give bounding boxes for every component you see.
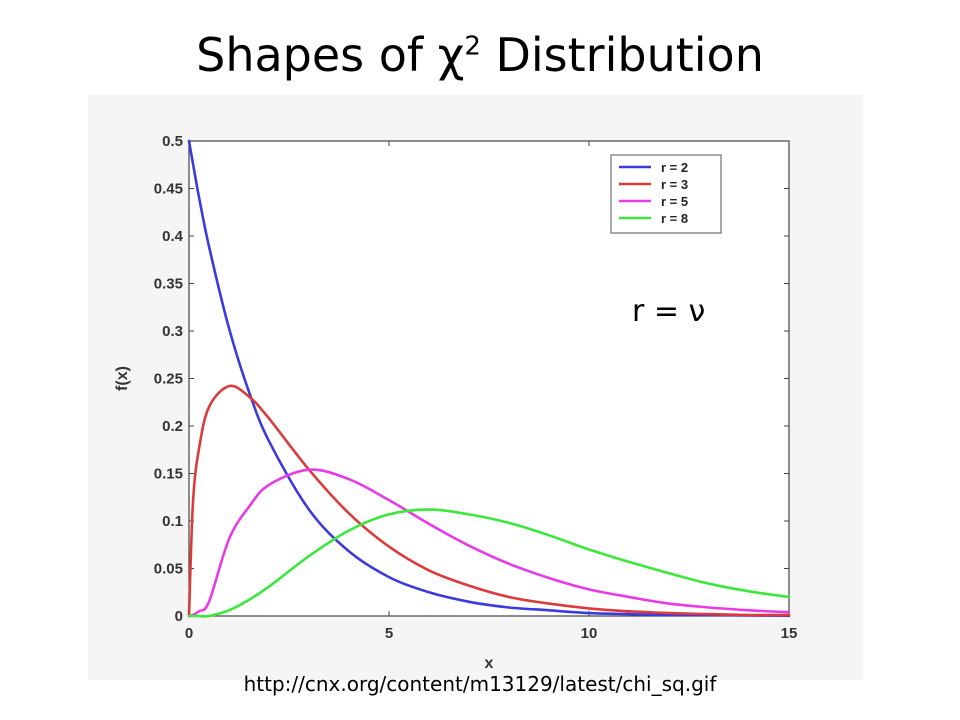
x-tick-label: 15 [781, 625, 798, 642]
y-tick-label: 0.4 [162, 228, 184, 245]
legend-label: r = 3 [661, 177, 688, 192]
y-tick-label: 0.3 [162, 323, 183, 340]
legend-label: r = 2 [661, 160, 688, 175]
x-axis-title: x [485, 655, 494, 672]
x-tick-label: 10 [581, 625, 598, 642]
x-tick-label: 5 [385, 625, 393, 642]
y-tick-label: 0.5 [162, 133, 183, 150]
chi-square-chart: 0 0.05 0.1 0.15 0.2 0.25 0.3 0.35 0.4 0.45 0.5 0 5 10… [114, 133, 798, 672]
y-tick-label: 0.2 [162, 418, 183, 435]
y-tick-label: 0.25 [154, 371, 183, 388]
series-line-2 [187, 384, 791, 618]
source-url: http://cnx.org/content/m13129/latest/chi… [243, 672, 717, 696]
title-prefix: Shapes of χ [196, 28, 465, 82]
series-line-1 [187, 139, 791, 617]
y-tick-label: 0.15 [154, 466, 183, 483]
y-tick-label: 0.1 [162, 513, 183, 530]
y-tick-label: 0.45 [154, 181, 183, 198]
annotation: r = ν [632, 294, 706, 329]
title-suffix: Distribution [480, 28, 764, 82]
chart-figure: 0 0.05 0.1 0.15 0.2 0.25 0.3 0.35 0.4 0.45 0.5 0 5 10… [88, 95, 863, 680]
y-tick-label: 0 [175, 608, 183, 625]
legend-label: r = 8 [661, 211, 688, 226]
y-tick-label: 0.05 [154, 561, 183, 578]
x-tick-label: 0 [185, 625, 193, 642]
y-tick-label: 0.35 [154, 276, 183, 293]
title-superscript: 2 [464, 31, 481, 62]
legend-label: r = 5 [661, 194, 688, 209]
y-axis-title: f(x) [114, 366, 131, 391]
slide-title: Shapes of χ2 Distribution [0, 28, 960, 82]
series-line-4 [187, 508, 791, 618]
